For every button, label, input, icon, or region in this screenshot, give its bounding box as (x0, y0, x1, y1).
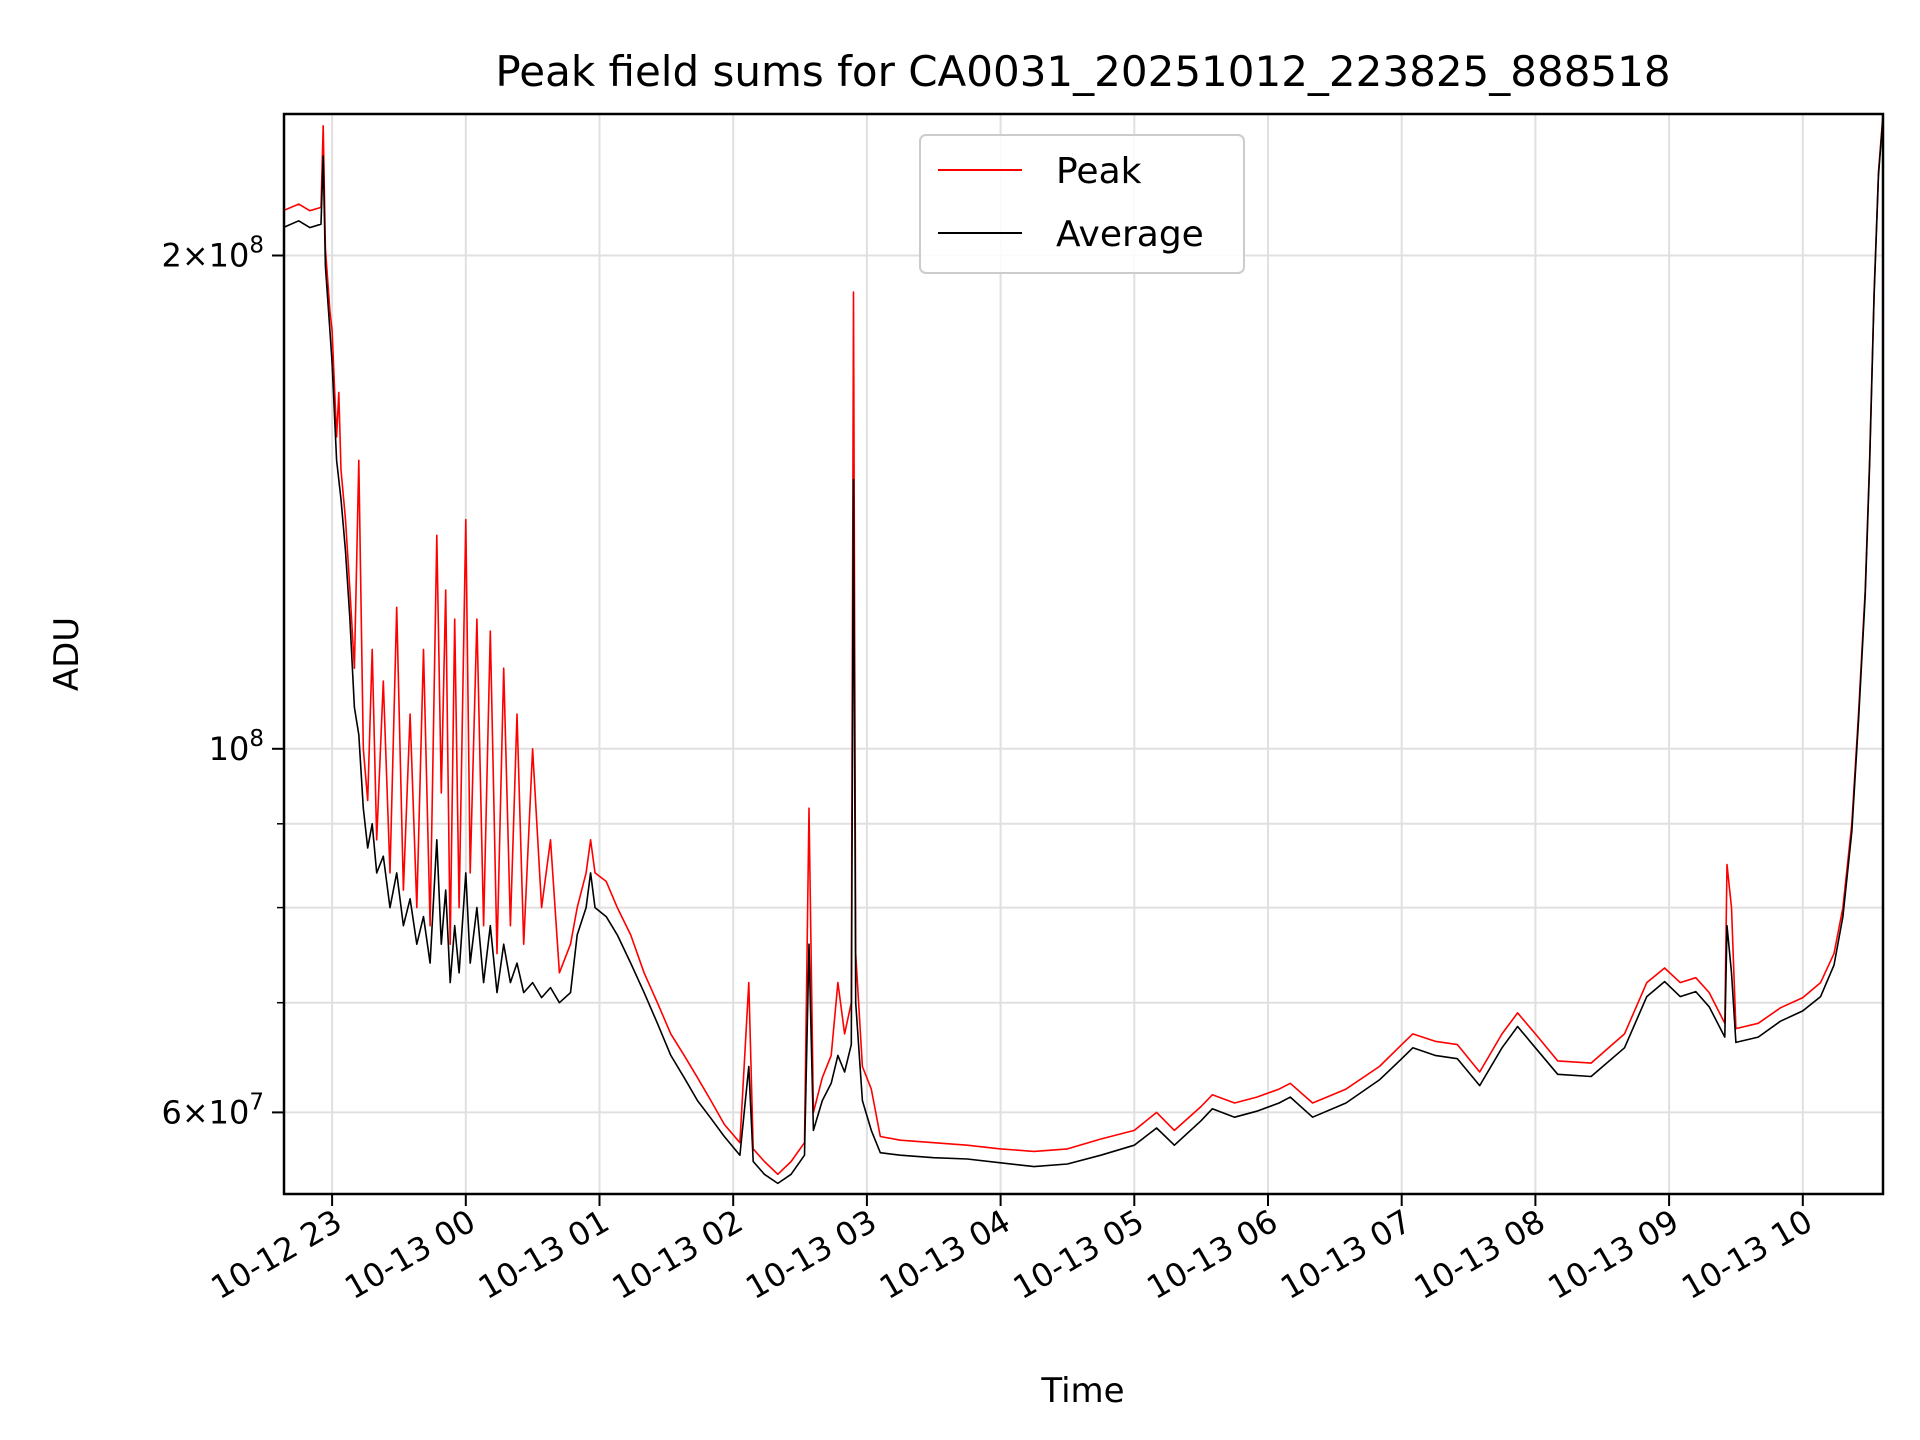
series-line-average (282, 116, 1884, 1185)
y-tick-label: 6×107 (161, 1089, 264, 1131)
series-layer (282, 113, 1884, 1185)
legend-label-peak: Peak (1056, 151, 1142, 192)
grid-lines (284, 114, 1883, 1194)
y-axis-label: ADU (47, 617, 87, 691)
series-line-peak (282, 113, 1884, 1176)
plot-frame (282, 112, 1885, 1196)
x-axis-label: Time (1040, 1371, 1124, 1411)
chart-title: Peak field sums for CA0031_20251012_2238… (495, 47, 1670, 96)
y-tick-label: 108 (209, 726, 264, 768)
legend: Peak Average (919, 134, 1245, 274)
y-axis: 6×107 108 2×108 (161, 233, 284, 1131)
y-tick-label: 2×108 (161, 233, 264, 275)
legend-label-average: Average (1056, 214, 1204, 255)
